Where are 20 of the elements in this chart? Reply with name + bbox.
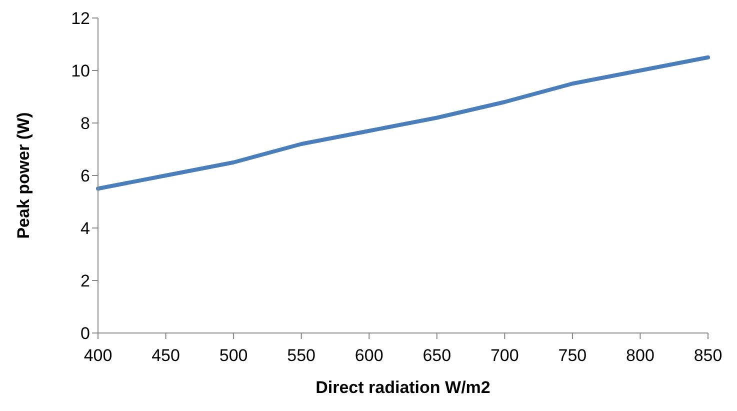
x-tick-label: 450 [152,346,180,366]
y-tick-label: 2 [80,272,90,291]
y-tick-label: 8 [80,114,90,134]
y-tick-label: 0 [80,324,90,344]
x-axis-title: Direct radiation W/m2 [316,378,490,397]
y-tick-label: 6 [80,166,90,186]
line-series [96,55,710,191]
x-tick-label: 600 [354,346,384,366]
y-tick-label: 12 [71,9,90,28]
x-tick-label: 650 [422,346,452,366]
y-tick-label: 10 [71,62,90,81]
x-tick-label: 550 [287,346,316,366]
x-tick-label: 800 [626,346,654,366]
x-tick-label: 700 [490,346,519,366]
x-tick-label: 500 [219,346,248,366]
y-axis-title: Peak power (W) [14,112,34,239]
x-tick-label: 400 [84,346,112,366]
x-tick-label: 850 [694,346,722,366]
x-tick-label: 750 [558,346,587,366]
y-tick-label: 4 [80,219,90,238]
